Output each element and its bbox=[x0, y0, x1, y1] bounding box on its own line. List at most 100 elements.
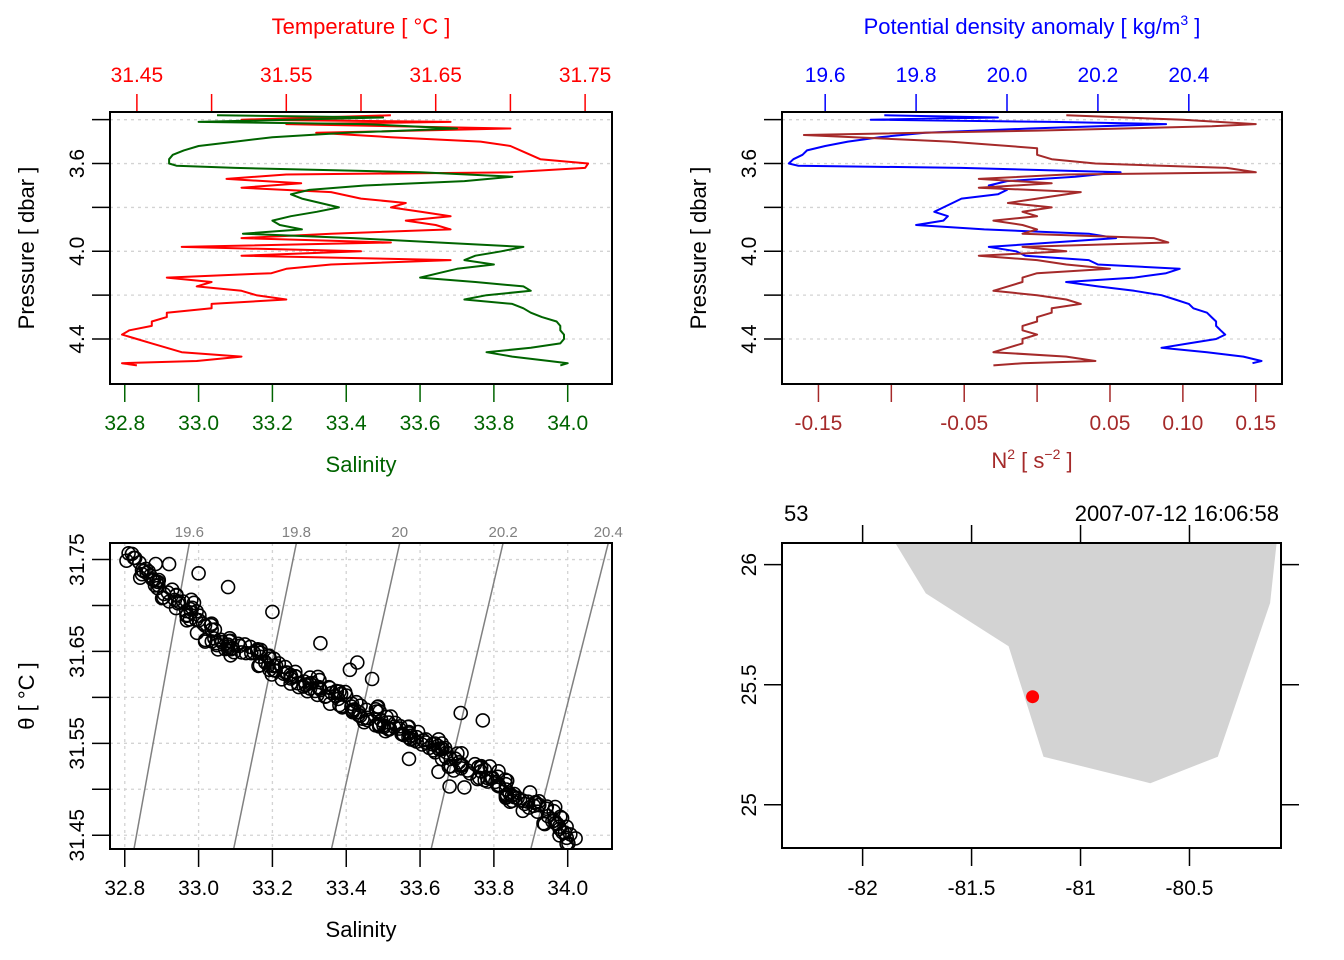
pressure-axis-title-2: Pressure [ dbar ] bbox=[686, 167, 711, 330]
ts-point bbox=[409, 729, 425, 745]
latitude-tick-label: 25 bbox=[738, 793, 761, 816]
top-axis-tick-label: 31.65 bbox=[409, 64, 462, 87]
ts-point bbox=[406, 733, 422, 748]
ts-point bbox=[220, 579, 236, 595]
isopycnal-label: 20.4 bbox=[594, 524, 623, 541]
pressure-axis-title: Pressure [ dbar ] bbox=[14, 167, 39, 330]
ts-point bbox=[246, 645, 262, 661]
ts-point bbox=[179, 612, 195, 628]
ts-point bbox=[268, 658, 284, 673]
ts-point bbox=[189, 604, 204, 619]
ts-point bbox=[127, 550, 143, 566]
theta-tick-label: 31.75 bbox=[66, 533, 89, 586]
ts-point bbox=[313, 635, 328, 651]
ts-point bbox=[189, 625, 205, 641]
isopycnal-label: 19.8 bbox=[282, 524, 311, 541]
longitude-tick-label: -81 bbox=[1065, 877, 1095, 900]
top-axis-tick-label: 31.75 bbox=[559, 64, 612, 87]
latitude-tick-label: 25.5 bbox=[738, 664, 761, 705]
ts-point bbox=[502, 786, 517, 801]
salinity-tick-label: 33.0 bbox=[178, 877, 219, 900]
pressure-tick-label: 4.0 bbox=[738, 237, 761, 266]
latitude-tick-label: 26 bbox=[738, 553, 761, 576]
bottom-axis-tick-label: 33.2 bbox=[252, 412, 293, 435]
theta-tick-label: 31.45 bbox=[66, 809, 89, 862]
ts-point bbox=[401, 724, 417, 740]
ts-point bbox=[213, 632, 228, 648]
ts-point bbox=[394, 726, 409, 742]
theta-tick-label: 31.55 bbox=[66, 717, 89, 770]
ts-point bbox=[279, 665, 295, 680]
top-axis-tick-label: 19.8 bbox=[896, 64, 937, 87]
top-axis-tick-label: 20.2 bbox=[1077, 64, 1118, 87]
theta-tick-label: 31.65 bbox=[66, 625, 89, 678]
ts-point bbox=[443, 758, 459, 774]
isopycnal-line bbox=[330, 543, 401, 849]
isopycnal-line bbox=[133, 543, 191, 849]
ts-point bbox=[453, 705, 469, 721]
ts-point bbox=[349, 655, 365, 670]
land-polygon bbox=[895, 543, 1277, 784]
bottom-axis-tick-label: 0.05 bbox=[1090, 412, 1131, 435]
ts-point bbox=[332, 697, 347, 713]
ts-point bbox=[442, 779, 457, 794]
longitude-tick-label: -80.5 bbox=[1166, 877, 1214, 900]
ts-point bbox=[223, 641, 239, 657]
ts-point bbox=[191, 565, 206, 581]
salinity-axis-title: Salinity bbox=[326, 452, 397, 477]
bottom-axis-tick-label: 0.10 bbox=[1162, 412, 1203, 435]
profile-line-potential-density-anomaly bbox=[787, 114, 1263, 365]
ts-point bbox=[232, 638, 248, 654]
superscript-3: 3 bbox=[1180, 12, 1188, 28]
ts-point bbox=[302, 670, 318, 685]
pressure-tick-label: 3.6 bbox=[66, 149, 89, 178]
bottom-axis-tick-label: 33.4 bbox=[326, 412, 367, 435]
station-marker bbox=[1026, 690, 1040, 704]
panel-ts-diagram: Salinity θ [ °C ] 32.8 33.0 33.2 33.4 33.6 33… bbox=[14, 524, 623, 942]
ts-point bbox=[265, 604, 280, 620]
salinity-tick-label: 33.6 bbox=[400, 877, 441, 900]
isopycnal-line bbox=[430, 543, 504, 849]
ts-point bbox=[197, 618, 213, 633]
bottom-axis-tick-label: 33.8 bbox=[473, 412, 514, 435]
ts-point bbox=[475, 713, 491, 728]
temperature-axis-title: Temperature [ °C ] bbox=[272, 14, 451, 39]
ts-point bbox=[151, 574, 166, 590]
ts-point bbox=[364, 671, 380, 687]
ts-point bbox=[531, 797, 547, 813]
isopycnal-label: 19.6 bbox=[175, 524, 204, 541]
ts-point bbox=[431, 764, 446, 780]
ts-point bbox=[453, 758, 469, 773]
ts-point bbox=[252, 657, 268, 673]
profile-line-n- bbox=[802, 114, 1257, 367]
longitude-tick-label: -81.5 bbox=[948, 877, 996, 900]
panel-density-n2-profile: Potential density anomaly [ kg/m3 ] N2 [… bbox=[686, 12, 1283, 473]
pressure-tick-label: 4.4 bbox=[66, 324, 89, 354]
ts-point bbox=[552, 809, 568, 825]
ts-point bbox=[507, 789, 522, 805]
profile-line-salinity bbox=[168, 114, 569, 367]
top-axis-tick-label: 19.6 bbox=[805, 64, 846, 87]
ts-point bbox=[183, 605, 199, 620]
ts-points bbox=[119, 545, 583, 849]
bottom-axis-tick-label: 32.8 bbox=[104, 412, 145, 435]
ts-point bbox=[559, 836, 574, 849]
panel-station-map: 53 2007-07-12 16:06:58 -82 -81.5 -81 -80.5 2… bbox=[738, 501, 1299, 900]
profile-line-temperature bbox=[121, 114, 590, 367]
salinity-tick-label: 33.4 bbox=[326, 877, 367, 900]
pressure-tick-label: 4.0 bbox=[66, 237, 89, 266]
bottom-axis-tick-label: 34.0 bbox=[547, 412, 588, 435]
ts-point bbox=[401, 751, 417, 767]
salinity-tick-label: 32.8 bbox=[104, 877, 145, 900]
density-axis-title: Potential density anomaly [ kg/m3 ] bbox=[864, 12, 1201, 39]
station-number: 53 bbox=[784, 501, 808, 526]
bottom-axis-tick-label: -0.15 bbox=[795, 412, 843, 435]
pressure-tick-label: 3.6 bbox=[738, 149, 761, 178]
ts-point bbox=[517, 796, 533, 812]
plot-frame bbox=[109, 542, 613, 850]
salinity-tick-label: 33.8 bbox=[473, 877, 514, 900]
ts-point bbox=[457, 780, 472, 795]
theta-axis-title: θ [ °C ] bbox=[14, 662, 39, 729]
plot-frame bbox=[781, 111, 1283, 385]
